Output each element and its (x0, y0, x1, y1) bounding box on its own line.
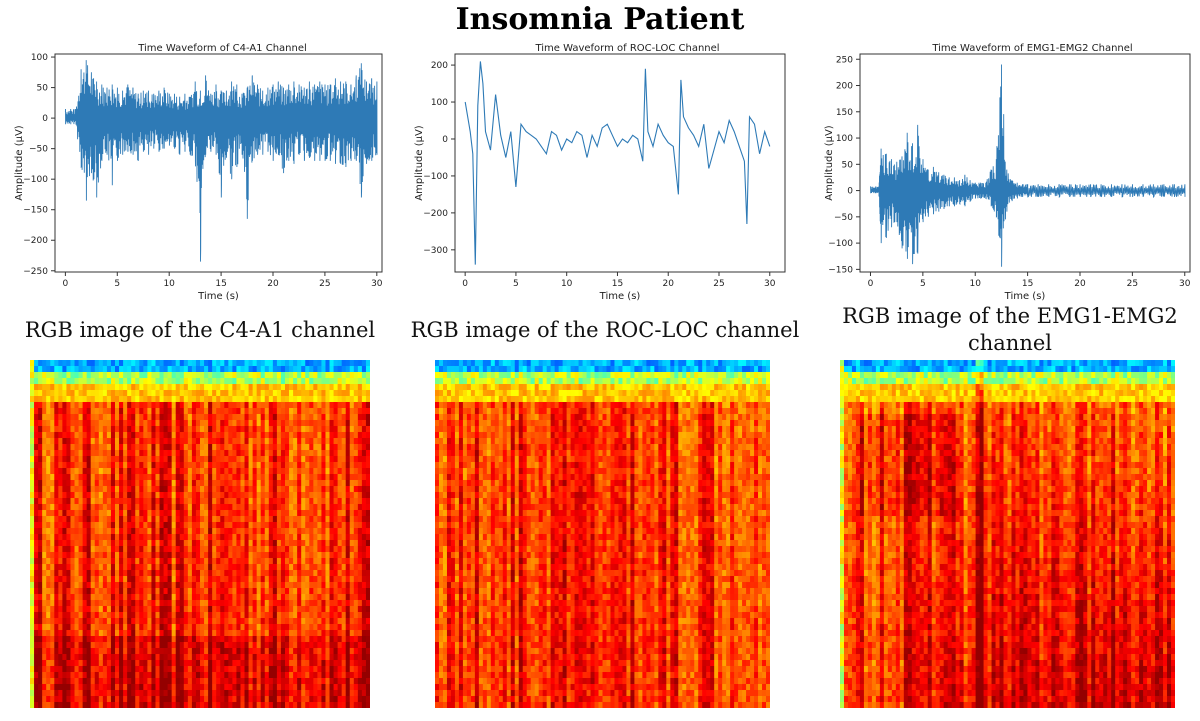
emg1-emg2-y-tick-label: 100 (836, 134, 853, 144)
roc-loc-waveform-plot: Time Waveform of ROC-LOC Channel 0 5 10 15 2… (400, 40, 800, 302)
roc-loc-y-tick-label: −200 (423, 209, 448, 219)
c4-a1-x-axis-label: Time (s) (197, 291, 239, 302)
emg1-emg2-waveform-title: Time Waveform of EMG1-EMG2 Channel (932, 43, 1133, 54)
emg1-emg2-y-tick-label: 200 (836, 82, 853, 92)
roc-loc-x-tick-label: 15 (612, 279, 623, 289)
c4-a1-x-tick-label: 20 (267, 279, 279, 289)
roc-loc-x-tick-label: 5 (513, 279, 519, 289)
c4-a1-waveform-line (64, 60, 378, 262)
emg1-emg2-x-tick-label: 10 (970, 279, 982, 289)
roc-loc-y-tick-label: −300 (423, 246, 448, 256)
emg1-emg2-x-axis-label: Time (s) (1004, 291, 1046, 302)
roc-loc-y-tick-label: 100 (431, 98, 448, 108)
roc-loc-waveform-line (464, 61, 771, 265)
emg1-emg2-y-tick-label: 50 (842, 160, 854, 170)
roc-loc-x-axis-label: Time (s) (599, 291, 641, 302)
c4-a1-x-tick-label: 30 (371, 279, 383, 289)
c4-a1-y-tick-label: 50 (37, 84, 49, 94)
c4-a1-rgb-image (30, 360, 370, 708)
roc-loc-y-tick-label: 0 (442, 135, 448, 145)
roc-loc-y-tick-label: 200 (431, 61, 448, 71)
roc-loc-plot-frame (454, 53, 786, 273)
roc-loc-waveform-title: Time Waveform of ROC-LOC Channel (535, 43, 720, 54)
c4-a1-x-tick-label: 15 (215, 279, 226, 289)
emg1-emg2-y-tick-label: −150 (828, 265, 853, 275)
emg1-emg2-y-tick-label: 150 (836, 108, 853, 118)
emg1-emg2-waveform-line (870, 64, 1186, 267)
c4-a1-waveform-title: Time Waveform of C4-A1 Channel (138, 43, 307, 54)
c4-a1-y-axis-label: Amplitude (µV) (14, 125, 25, 201)
c4-a1-waveform-svg: 0 5 10 15 20 25 30 −250 −200 −150 −100 −50 0 50 100 Tim… (14, 53, 383, 302)
c4-a1-y-tick-label: −250 (23, 267, 48, 277)
emg1-emg2-y-tick-label: −50 (834, 213, 853, 223)
emg1-emg2-x-tick-label: 5 (920, 279, 926, 289)
emg1-emg2-y-tick-label: −100 (828, 239, 853, 249)
c4-a1-plot-frame (54, 53, 383, 273)
c4-a1-x-tick-label: 5 (114, 279, 120, 289)
emg1-emg2-rgb-image (840, 360, 1175, 708)
emg1-emg2-y-tick-label: 250 (836, 55, 853, 65)
roc-loc-rgb-image (435, 360, 770, 708)
c4-a1-y-tick-label: 0 (42, 114, 48, 124)
c4-a1-x-tick-label: 10 (163, 279, 175, 289)
roc-loc-x-tick-label: 10 (561, 279, 573, 289)
roc-loc-x-tick-label: 20 (663, 279, 675, 289)
emg1-emg2-x-tick-label: 25 (1127, 279, 1138, 289)
c4-a1-y-tick-label: −200 (23, 236, 48, 246)
c4-a1-y-tick-label: −100 (23, 175, 48, 185)
roc-loc-x-tick-label: 30 (764, 279, 776, 289)
c4-a1-x-tick-label: 0 (63, 279, 69, 289)
c4-a1-y-tick-label: −150 (23, 206, 48, 216)
roc-loc-y-tick-label: −100 (423, 172, 448, 182)
roc-loc-x-tick-label: 0 (462, 279, 468, 289)
page-title: Insomnia Patient (455, 2, 745, 37)
emg1-emg2-x-tick-label: 30 (1179, 279, 1191, 289)
emg1-emg2-plot-frame (859, 53, 1191, 273)
emg1-emg2-y-tick-label: 0 (847, 187, 853, 197)
roc-loc-y-axis-label: Amplitude (µV) (414, 125, 425, 201)
roc-loc-waveform-svg: 0 5 10 15 20 25 30 −300 −200 −100 0 100 200 Time (s) A… (414, 53, 786, 302)
c4-a1-waveform-plot: Time Waveform of C4-A1 Channel 0 5 10 15 20 2… (0, 40, 390, 302)
c4-a1-rgb-caption: RGB image of the C4-A1 channel (24, 318, 376, 342)
emg1-emg2-waveform-plot: Time Waveform of EMG1-EMG2 Channel 0 5 10 1… (810, 40, 1200, 302)
roc-loc-rgb-caption: RGB image of the ROC-LOC channel (410, 318, 800, 342)
emg1-emg2-x-tick-label: 0 (868, 279, 874, 289)
roc-loc-x-tick-label: 25 (713, 279, 724, 289)
c4-a1-y-tick-label: −50 (29, 145, 48, 155)
emg1-emg2-x-tick-label: 15 (1022, 279, 1033, 289)
emg1-emg2-waveform-svg: 0 5 10 15 20 25 30 −150 −100 −50 0 50 100 150 200 250 Ti… (824, 53, 1191, 302)
c4-a1-x-tick-label: 25 (319, 279, 330, 289)
emg1-emg2-y-axis-label: Amplitude (µV) (824, 125, 835, 201)
emg1-emg2-rgb-caption: RGB image of the EMG1-EMG2 channel (842, 304, 1178, 355)
c4-a1-y-tick-label: 100 (31, 53, 48, 63)
emg1-emg2-x-tick-label: 20 (1074, 279, 1086, 289)
